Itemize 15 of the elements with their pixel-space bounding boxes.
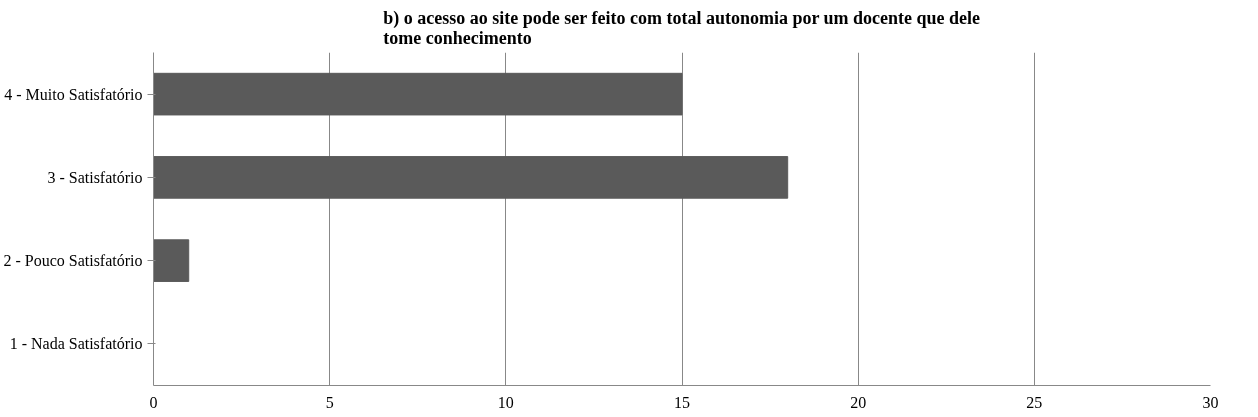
bar bbox=[153, 239, 190, 282]
x-tick-label: 20 bbox=[850, 393, 867, 411]
y-tick-label: 2 - Pouco Satisfatório bbox=[3, 252, 143, 270]
x-tick-label: 25 bbox=[1026, 393, 1043, 411]
y-tick-label: 1 - Nada Satisfatório bbox=[9, 335, 143, 353]
bar bbox=[153, 72, 683, 116]
x-tick-label: 30 bbox=[1202, 393, 1219, 411]
x-tick-label: 15 bbox=[674, 393, 690, 411]
y-tick-label: 4 - Muito Satisfatório bbox=[4, 85, 143, 103]
x-tick-label: 10 bbox=[497, 393, 514, 411]
x-tick-label: 0 bbox=[149, 393, 158, 411]
chart-title: b) o acesso ao site pode ser feito com total autonomia por um docente que dele tome conhecimento bbox=[383, 7, 981, 48]
y-tick-label: 3 - Satisfatório bbox=[47, 168, 143, 186]
x-tick-label: 5 bbox=[325, 393, 334, 411]
bar bbox=[153, 156, 789, 199]
